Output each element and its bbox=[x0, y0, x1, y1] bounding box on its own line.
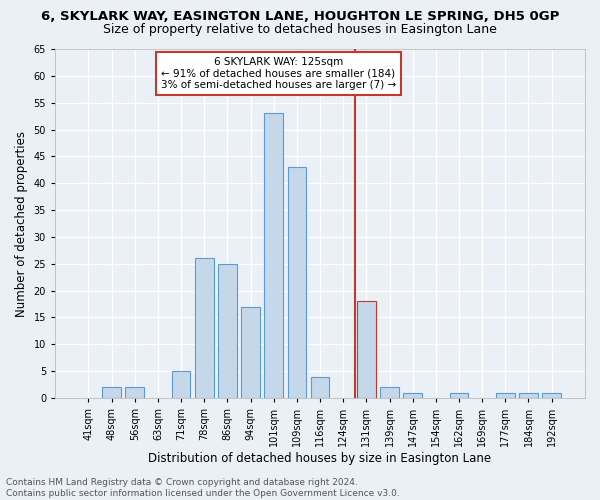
Bar bbox=[311, 376, 329, 398]
Bar bbox=[241, 307, 260, 398]
Bar bbox=[125, 388, 144, 398]
Bar bbox=[265, 114, 283, 398]
Text: 6, SKYLARK WAY, EASINGTON LANE, HOUGHTON LE SPRING, DH5 0GP: 6, SKYLARK WAY, EASINGTON LANE, HOUGHTON… bbox=[41, 10, 559, 23]
Bar bbox=[172, 371, 190, 398]
Bar bbox=[357, 302, 376, 398]
Text: Size of property relative to detached houses in Easington Lane: Size of property relative to detached ho… bbox=[103, 22, 497, 36]
Bar bbox=[519, 392, 538, 398]
Bar bbox=[195, 258, 214, 398]
Bar bbox=[542, 392, 561, 398]
Bar bbox=[450, 392, 468, 398]
Text: Contains HM Land Registry data © Crown copyright and database right 2024.
Contai: Contains HM Land Registry data © Crown c… bbox=[6, 478, 400, 498]
Bar bbox=[380, 388, 399, 398]
X-axis label: Distribution of detached houses by size in Easington Lane: Distribution of detached houses by size … bbox=[148, 452, 491, 465]
Bar bbox=[496, 392, 515, 398]
Y-axis label: Number of detached properties: Number of detached properties bbox=[15, 130, 28, 316]
Text: 6 SKYLARK WAY: 125sqm
← 91% of detached houses are smaller (184)
3% of semi-deta: 6 SKYLARK WAY: 125sqm ← 91% of detached … bbox=[161, 57, 396, 90]
Bar bbox=[287, 167, 306, 398]
Bar bbox=[403, 392, 422, 398]
Bar bbox=[218, 264, 236, 398]
Bar bbox=[103, 388, 121, 398]
